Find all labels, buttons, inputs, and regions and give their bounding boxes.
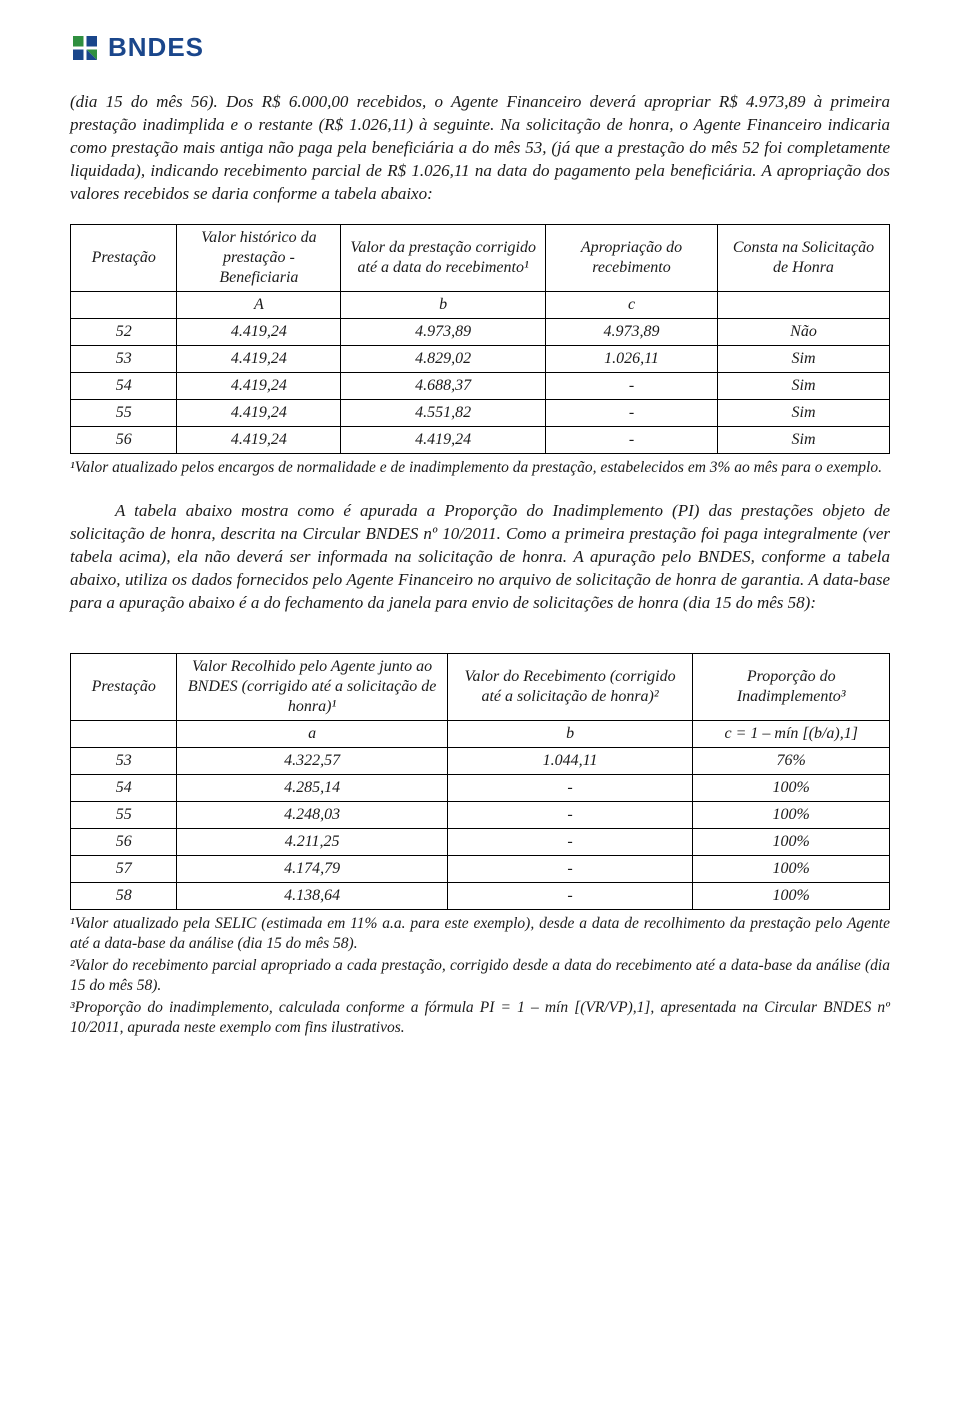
table-row: 55 4.248,03 - 100% [71,801,890,828]
logo-text: BNDES [108,32,204,63]
table-row: 54 4.419,24 4.688,37 - Sim [71,372,890,399]
cell: 4.829,02 [341,345,546,372]
cell: - [546,426,718,453]
bndes-logo-icon [70,33,100,63]
cell: 4.248,03 [177,801,447,828]
cell: 4.419,24 [177,372,341,399]
cell: 4.973,89 [546,318,718,345]
cell: 4.688,37 [341,372,546,399]
paragraph-2: A tabela abaixo mostra como é apurada a … [70,500,890,615]
cell: Sim [718,372,890,399]
cell: 4.419,24 [177,426,341,453]
cell: 4.419,24 [177,318,341,345]
cell: 4.211,25 [177,828,447,855]
th-valor-recolhido: Valor Recolhido pelo Agente junto ao BND… [177,653,447,720]
th-valor-recebimento: Valor do Recebimento (corrigido até a so… [447,653,693,720]
cell: 4.419,24 [177,399,341,426]
cell: 100% [693,828,890,855]
cell: 1.044,11 [447,747,693,774]
cell: b [447,720,693,747]
cell: 4.138,64 [177,882,447,909]
th-proporcao: Proporção do Inadimplemento³ [693,653,890,720]
th-valor-historico: Valor histórico da prestação - Beneficia… [177,224,341,291]
cell: - [447,828,693,855]
cell: c [546,291,718,318]
th-prestacao: Prestação [71,224,177,291]
table2-footnote-2: ²Valor do recebimento parcial apropriado… [70,956,890,996]
cell: 4.419,24 [341,426,546,453]
cell: - [447,855,693,882]
cell: 4.973,89 [341,318,546,345]
cell: Sim [718,399,890,426]
cell: b [341,291,546,318]
cell: 54 [71,372,177,399]
table-row: 52 4.419,24 4.973,89 4.973,89 Não [71,318,890,345]
cell: 55 [71,801,177,828]
cell: A [177,291,341,318]
cell: 4.174,79 [177,855,447,882]
table-header-row: Prestação Valor histórico da prestação -… [71,224,890,291]
cell: 55 [71,399,177,426]
table-subheader-row: A b c [71,291,890,318]
table-row: 56 4.211,25 - 100% [71,828,890,855]
cell: 1.026,11 [546,345,718,372]
table-subheader-row: a b c = 1 – mín [(b/a),1] [71,720,890,747]
cell: c = 1 – mín [(b/a),1] [693,720,890,747]
th-valor-corrigido: Valor da prestação corrigido até a data … [341,224,546,291]
logo: BNDES [70,32,890,63]
cell: 53 [71,747,177,774]
cell: Não [718,318,890,345]
cell: 53 [71,345,177,372]
cell: 4.419,24 [177,345,341,372]
cell: 57 [71,855,177,882]
cell: - [546,399,718,426]
table-row: 58 4.138,64 - 100% [71,882,890,909]
table2-footnote-3: ³Proporção do inadimplemento, calculada … [70,998,890,1038]
cell: 4.322,57 [177,747,447,774]
cell: 56 [71,426,177,453]
cell [718,291,890,318]
table-apropriacao: Prestação Valor histórico da prestação -… [70,224,890,454]
table1-footnote: ¹Valor atualizado pelos encargos de norm… [70,458,890,478]
table-row: 57 4.174,79 - 100% [71,855,890,882]
cell: 76% [693,747,890,774]
table-row: 53 4.322,57 1.044,11 76% [71,747,890,774]
cell: 100% [693,801,890,828]
cell: - [447,882,693,909]
table-row: 56 4.419,24 4.419,24 - Sim [71,426,890,453]
cell: a [177,720,447,747]
cell: 54 [71,774,177,801]
cell: 4.551,82 [341,399,546,426]
cell: 58 [71,882,177,909]
th-prestacao: Prestação [71,653,177,720]
paragraph-1: (dia 15 do mês 56). Dos R$ 6.000,00 rece… [70,91,890,206]
cell: 100% [693,855,890,882]
cell: - [546,372,718,399]
cell: 100% [693,882,890,909]
th-consta: Consta na Solicitação de Honra [718,224,890,291]
table-row: 53 4.419,24 4.829,02 1.026,11 Sim [71,345,890,372]
cell: Sim [718,345,890,372]
cell: Sim [718,426,890,453]
table2-footnote-1: ¹Valor atualizado pela SELIC (estimada e… [70,914,890,954]
table-header-row: Prestação Valor Recolhido pelo Agente ju… [71,653,890,720]
cell: 100% [693,774,890,801]
cell [71,291,177,318]
cell: - [447,801,693,828]
table-proporcao: Prestação Valor Recolhido pelo Agente ju… [70,653,890,910]
cell: 52 [71,318,177,345]
page: BNDES (dia 15 do mês 56). Dos R$ 6.000,0… [0,0,960,1100]
cell [71,720,177,747]
table-row: 54 4.285,14 - 100% [71,774,890,801]
table-row: 55 4.419,24 4.551,82 - Sim [71,399,890,426]
th-apropriacao: Apropriação do recebimento [546,224,718,291]
cell: 56 [71,828,177,855]
cell: - [447,774,693,801]
cell: 4.285,14 [177,774,447,801]
